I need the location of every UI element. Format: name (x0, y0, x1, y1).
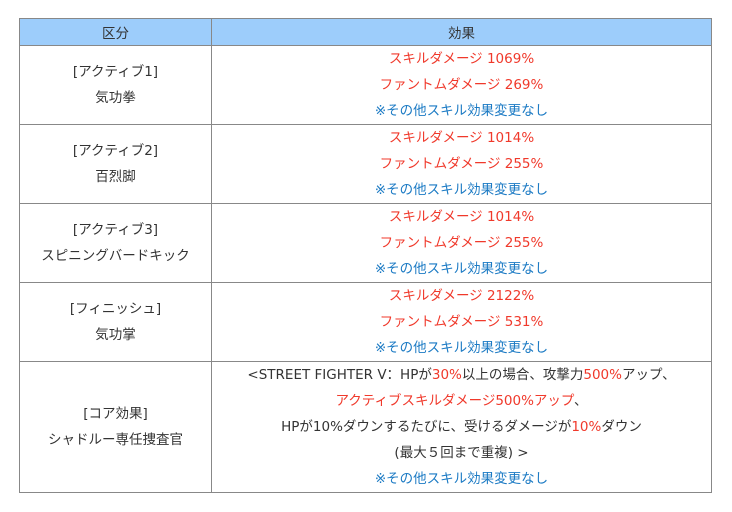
skill-name: スピニングバードキック (41, 248, 190, 264)
phantom-damage: ファントムダメージ 255% (379, 235, 544, 251)
category-cell: [コア効果] シャドルー専任捜査官 (19, 361, 212, 493)
highlight: 500% (583, 367, 622, 383)
header-category: 区分 (19, 18, 212, 46)
core-line-4: (最大５回まで重複) > (394, 445, 529, 461)
skill-damage: スキルダメージ 1014% (388, 130, 535, 146)
text: アップ、 (621, 367, 676, 383)
effect-cell: スキルダメージ 1069% ファントムダメージ 269% ※その他スキル効果変更なし (211, 45, 712, 125)
skill-name: 百烈脚 (95, 169, 136, 185)
note: ※その他スキル効果変更なし (374, 340, 549, 356)
highlight: アクティブスキルダメージ500%アップ (335, 393, 575, 409)
phantom-damage: ファントムダメージ 255% (379, 156, 544, 172)
core-line-3: HPが10%ダウンするたびに、受けるダメージが10%ダウン (212, 414, 711, 440)
category-cell: [アクティブ1] 気功拳 (19, 45, 212, 125)
text: 以上の場合、攻撃力 (461, 367, 584, 383)
text: HPが10%ダウンするたびに、受けるダメージが (281, 419, 572, 435)
skill-damage: スキルダメージ 1069% (388, 51, 535, 67)
table-row: [アクティブ2] 百烈脚 スキルダメージ 1014% ファントムダメージ 255% ※… (19, 124, 712, 204)
category-cell: [アクティブ2] 百烈脚 (19, 124, 212, 204)
effect-cell: スキルダメージ 1014% ファントムダメージ 255% ※その他スキル効果変更なし (211, 203, 712, 283)
effect-cell: <STREET FIGHTER V：HPが30%以上の場合、攻撃力500%アップ… (211, 361, 712, 493)
table-row: [フィニッシュ] 気功掌 スキルダメージ 2122% ファントムダメージ 531% ※… (19, 282, 712, 362)
core-line-1: <STREET FIGHTER V：HPが30%以上の場合、攻撃力500%アップ… (212, 362, 711, 388)
header-effect: 効果 (211, 18, 712, 46)
category-type: [アクティブ1] (72, 64, 159, 80)
text: ダウン (601, 419, 642, 435)
category-type: [アクティブ3] (72, 222, 159, 238)
skill-name: 気功掌 (95, 327, 136, 343)
core-line-2: アクティブスキルダメージ500%アップ、 (212, 388, 711, 414)
category-cell: [フィニッシュ] 気功掌 (19, 282, 212, 362)
effect-cell: スキルダメージ 2122% ファントムダメージ 531% ※その他スキル効果変更なし (211, 282, 712, 362)
phantom-damage: ファントムダメージ 531% (379, 314, 544, 330)
skill-name: 気功拳 (95, 90, 136, 106)
skill-damage: スキルダメージ 2122% (388, 288, 535, 304)
table-header: 区分 効果 (19, 18, 712, 46)
table-row-core: [コア効果] シャドルー専任捜査官 <STREET FIGHTER V：HPが30… (19, 361, 712, 493)
text: <STREET FIGHTER V：HPが (247, 367, 432, 383)
skill-damage: スキルダメージ 1014% (388, 209, 535, 225)
table-row: [アクティブ3] スピニングバードキック スキルダメージ 1014% ファントムダメ… (19, 203, 712, 283)
category-type: [コア効果] (83, 406, 148, 422)
note: ※その他スキル効果変更なし (374, 182, 549, 198)
table-row: [アクティブ1] 気功拳 スキルダメージ 1069% ファントムダメージ 269% ※… (19, 45, 712, 125)
effect-cell: スキルダメージ 1014% ファントムダメージ 255% ※その他スキル効果変更なし (211, 124, 712, 204)
highlight: 30% (431, 367, 462, 383)
skill-name: シャドルー専任捜査官 (48, 432, 183, 448)
phantom-damage: ファントムダメージ 269% (379, 77, 544, 93)
text: 、 (574, 393, 588, 409)
note: ※その他スキル効果変更なし (374, 471, 549, 487)
category-cell: [アクティブ3] スピニングバードキック (19, 203, 212, 283)
note: ※その他スキル効果変更なし (374, 103, 549, 119)
category-type: [アクティブ2] (72, 143, 159, 159)
note: ※その他スキル効果変更なし (374, 261, 549, 277)
category-type: [フィニッシュ] (69, 301, 162, 317)
skill-effects-table: 区分 効果 [アクティブ1] 気功拳 スキルダメージ 1069% ファントムダメージ… (19, 18, 712, 493)
highlight: 10% (571, 419, 602, 435)
